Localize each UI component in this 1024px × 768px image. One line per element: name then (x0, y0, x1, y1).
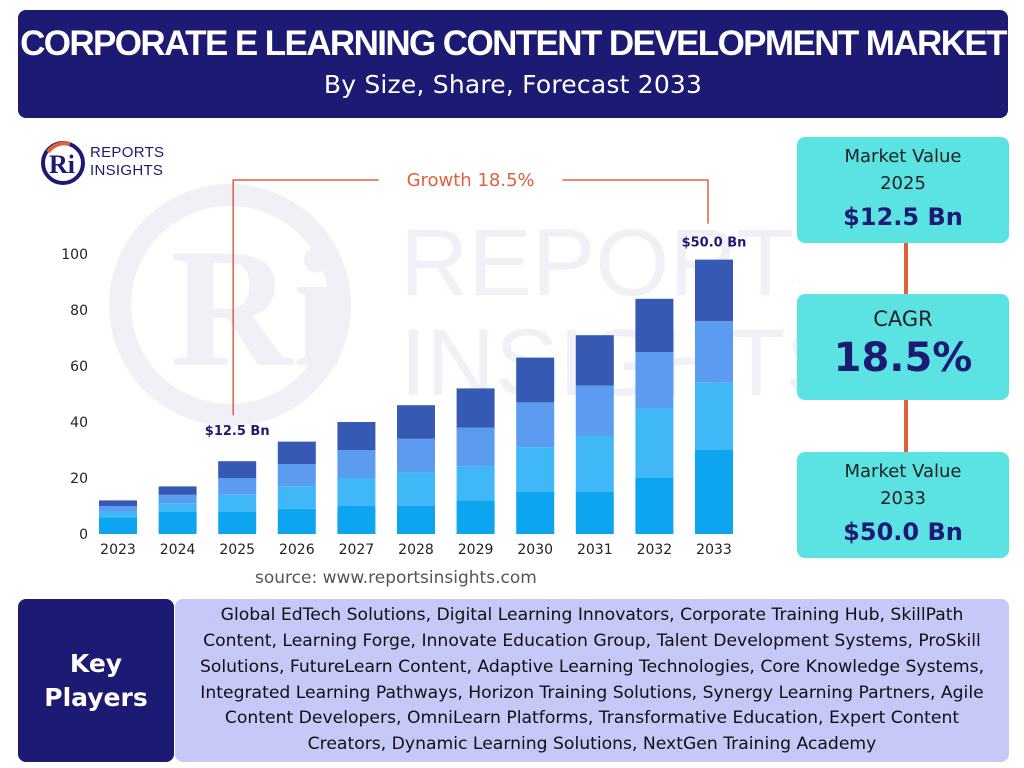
bar-segment (158, 486, 197, 495)
bar-segment (695, 321, 733, 383)
stat-year: 2025 (880, 173, 926, 194)
bar-segment (277, 486, 316, 509)
key-players-text: Global EdTech Solutions, Digital Learnin… (199, 605, 985, 755)
page-subtitle: By Size, Share, Forecast 2033 (323, 70, 703, 99)
x-tick-label: 2033 (696, 542, 732, 558)
growth-label: Growth 18.5% (407, 170, 535, 191)
stat-value: 18.5% (833, 335, 973, 381)
bar-segment (218, 511, 257, 534)
bar-segment (575, 385, 614, 436)
bar-segment (695, 259, 733, 322)
bar-segment (158, 511, 197, 534)
bar-segment (695, 450, 733, 534)
bar-segment (277, 441, 316, 464)
bar-segment (158, 494, 197, 504)
bar-segment (337, 450, 376, 478)
reports-insights-logo: Ri REPORTS INSIGHTS (40, 140, 190, 190)
stat-year: 2033 (880, 488, 926, 509)
x-tick-label: 2024 (160, 542, 196, 558)
value-label-2033: $50.0 Bn (682, 236, 747, 251)
y-tick-label: 100 (61, 247, 88, 263)
bar-segment (456, 466, 495, 501)
source-credit: source: www.reportsinsights.com (255, 568, 537, 588)
stat-label: CAGR (873, 307, 933, 331)
bar-segment (516, 357, 555, 403)
bar-segment (99, 511, 137, 518)
bar-segment (337, 422, 376, 450)
bar-segment (218, 478, 257, 495)
bar-segment (337, 478, 376, 506)
x-tick-label: 2027 (339, 542, 375, 558)
growth-label-background (378, 168, 563, 192)
x-axis: 2023 2024 2025 2026 2027 2028 2029 2030 2031 2032… (100, 542, 732, 558)
bar-segment (99, 506, 137, 512)
bar-segment (575, 335, 614, 386)
bar-segment (99, 517, 137, 534)
bar-segment (397, 405, 435, 439)
bar-segment (277, 508, 316, 534)
ri-logo-icon: Ri (41, 141, 85, 185)
y-tick-label: 40 (70, 415, 88, 431)
logo-text: REPORTS INSIGHTS (90, 144, 165, 179)
bar-segment (635, 298, 674, 352)
bar-series (99, 259, 733, 534)
y-tick-label: 80 (70, 303, 88, 319)
bar-segment (575, 492, 614, 534)
page-title: CORPORATE E LEARNING CONTENT DEVELOPMENT… (20, 24, 1007, 63)
header-banner: CORPORATE E LEARNING CONTENT DEVELOPMENT… (18, 10, 1008, 118)
y-tick-label: 20 (70, 471, 88, 487)
chart-annotations: Growth 18.5% $12.5 Bn $50.0 Bn (205, 168, 747, 439)
market-value-2025-card: Market Value 2025 $12.5 Bn (797, 137, 1009, 243)
x-tick-label: 2028 (398, 542, 434, 558)
bar-segment (516, 447, 555, 492)
bar-segment (397, 472, 435, 506)
bar-segment (158, 503, 197, 512)
bar-segment (218, 494, 257, 512)
bar-segment (397, 438, 435, 473)
stat-value: $50.0 Bn (843, 518, 963, 546)
bar-segment (635, 478, 674, 534)
bar-segment (337, 506, 376, 534)
x-tick-label: 2032 (637, 542, 673, 558)
bar-segment (456, 427, 495, 467)
bar-segment (99, 500, 137, 506)
key-players-list: Global EdTech Solutions, Digital Learnin… (175, 599, 1009, 762)
bar-segment (456, 500, 495, 534)
card-connector-bottom (904, 400, 908, 452)
bar-segment (635, 408, 674, 478)
y-tick-label: 0 (79, 527, 88, 543)
bar-segment (456, 388, 495, 428)
y-axis: 0 20 40 60 80 100 (61, 247, 88, 543)
bar-segment (397, 506, 435, 534)
x-tick-label: 2031 (577, 542, 613, 558)
stat-value: $12.5 Bn (843, 203, 963, 231)
x-tick-label: 2029 (458, 542, 494, 558)
bar-segment (218, 461, 257, 478)
bar-segment (516, 492, 555, 534)
bar-segment (516, 402, 555, 448)
market-value-2033-card: Market Value 2033 $50.0 Bn (797, 452, 1009, 558)
svg-text:Ri: Ri (49, 150, 75, 179)
stat-label: Market Value (844, 461, 962, 482)
y-tick-label: 60 (70, 359, 88, 375)
card-connector-top (904, 243, 908, 294)
bar-segment (277, 464, 316, 487)
bar-segment (695, 382, 733, 450)
value-label-2025: $12.5 Bn (205, 424, 270, 439)
x-tick-label: 2023 (100, 542, 136, 558)
key-players-heading: Key Players (18, 599, 174, 762)
x-tick-label: 2026 (279, 542, 315, 558)
x-tick-label: 2025 (219, 542, 255, 558)
bar-segment (575, 436, 614, 492)
cagr-card: CAGR 18.5% (797, 294, 1009, 400)
bar-segment (635, 352, 674, 408)
stat-label: Market Value (844, 146, 962, 167)
x-tick-label: 2030 (517, 542, 553, 558)
